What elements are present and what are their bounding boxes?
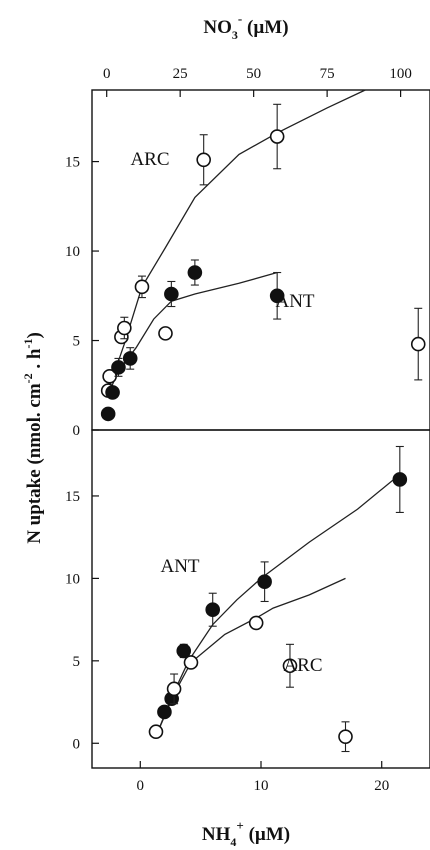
- panel-frame: [91, 429, 430, 769]
- data-point-ant: [157, 704, 172, 720]
- y-tick-label: 0: [73, 423, 81, 439]
- data-point-ant: [100, 406, 116, 422]
- fit-curve-arc: [107, 89, 366, 391]
- data-point-arc: [282, 658, 298, 674]
- x-tick-label: 0: [137, 778, 145, 794]
- data-point-ant: [111, 360, 126, 375]
- series-label-arc: ARC: [130, 149, 169, 170]
- data-point-arc: [410, 336, 426, 352]
- data-point-arc: [117, 320, 132, 336]
- data-point-ant: [392, 472, 408, 487]
- x-tick-label: 50: [246, 66, 261, 82]
- fit-curve-ant: [156, 473, 401, 734]
- data-point-arc: [183, 655, 199, 670]
- y-tick-label: 10: [65, 571, 80, 587]
- y-tick-label: 5: [73, 334, 81, 350]
- top-x-axis-title: NO3- (µM): [203, 11, 288, 42]
- panel-frame: [91, 89, 430, 431]
- data-point-arc: [196, 152, 211, 168]
- series-label-ant: ANT: [275, 291, 314, 312]
- series-label-ant: ANT: [160, 556, 199, 577]
- y-tick-label: 5: [73, 654, 81, 670]
- bottom-panel: 0 5 10 15 0 10 20 ANT ARC: [65, 429, 430, 794]
- data-point-ant: [164, 286, 179, 302]
- y-tick-label: 0: [73, 736, 81, 752]
- data-point-arc: [134, 279, 150, 295]
- data-point-ant: [122, 351, 138, 366]
- y-axis-title: N uptake (nmol. cm-2 . h-1): [21, 332, 45, 544]
- data-point-arc: [158, 326, 173, 341]
- x-tick-label: 0: [103, 66, 111, 82]
- fit-curve-ant: [107, 271, 278, 395]
- data-point-ant: [257, 574, 272, 589]
- data-point-arc: [248, 615, 264, 631]
- data-point-arc: [166, 681, 182, 697]
- data-point-arc: [148, 724, 164, 740]
- data-point-ant: [205, 602, 221, 618]
- x-tick-label: 75: [320, 66, 335, 82]
- data-point-ant: [187, 265, 203, 280]
- y-tick-label: 10: [65, 244, 80, 260]
- x-tick-label: 10: [254, 778, 269, 794]
- top-panel: 0 5 10 15 0 25 50 75 100 ARC ANT: [65, 66, 430, 439]
- data-point-arc: [338, 729, 353, 744]
- x-tick-label: 100: [389, 66, 412, 82]
- y-tick-label: 15: [65, 489, 80, 505]
- bottom-x-axis-title: NH4+ (µM): [202, 818, 290, 849]
- x-tick-label: 20: [374, 778, 389, 794]
- data-point-ant: [105, 385, 120, 400]
- data-point-ant: [176, 643, 192, 659]
- series-label-arc: ARC: [283, 655, 322, 676]
- y-tick-label: 15: [65, 155, 80, 171]
- data-point-ant: [269, 288, 285, 304]
- data-point-arc: [269, 129, 285, 144]
- x-tick-label: 25: [173, 66, 188, 82]
